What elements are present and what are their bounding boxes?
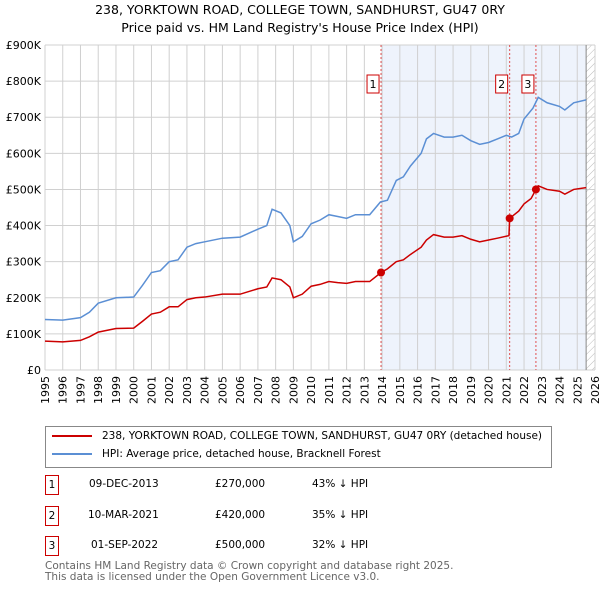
x-tick-label: 2007	[252, 376, 265, 404]
sale-label-box	[366, 74, 380, 94]
x-tick-label: 1996	[57, 376, 70, 404]
hpi-line	[44, 96, 587, 321]
x-tick-label: 2004	[199, 376, 212, 404]
sale-label-box	[521, 74, 535, 94]
x-tick-label: 2012	[341, 376, 354, 404]
x-tick-label: 2014	[376, 376, 389, 404]
x-tick-label: 2003	[181, 376, 194, 404]
y-tick-label: £0	[27, 364, 41, 377]
sale-marker-label: 3	[45, 536, 59, 556]
sale-date: 09-DEC-2013	[89, 478, 159, 490]
y-tick-label: £400K	[6, 220, 42, 233]
x-tick-label: 2019	[465, 376, 478, 404]
x-tick-label: 1997	[74, 376, 87, 404]
sale-label: 1	[370, 78, 377, 91]
sale-price: £420,000	[215, 509, 266, 521]
y-tick-label: £300K	[6, 256, 42, 269]
x-tick-label: 2024	[554, 376, 567, 404]
sale-label: 2	[498, 78, 505, 91]
sale-label-box	[495, 74, 509, 94]
x-tick-label: 1999	[110, 376, 123, 404]
legend-red-swatch	[52, 435, 92, 437]
x-tick-label: 2023	[536, 376, 549, 404]
property-price-line	[44, 184, 587, 343]
footer-copyright: Contains HM Land Registry data © Crown c…	[45, 560, 454, 572]
x-tick-label: 2006	[234, 376, 247, 404]
x-tick-label: 2017	[429, 376, 442, 404]
footer-licence: This data is licensed under the Open Gov…	[45, 571, 380, 583]
x-tick-label: 1995	[39, 376, 52, 404]
x-tick-label: 2001	[145, 376, 158, 404]
x-tick-label: 2010	[305, 376, 318, 404]
y-tick-label: £500K	[6, 183, 42, 196]
x-tick-label: 2020	[483, 376, 496, 404]
sale-hpi-diff: 35% ↓ HPI	[312, 509, 369, 521]
x-tick-label: 2022	[518, 376, 531, 404]
future-hatched-region	[586, 45, 595, 370]
x-tick-label: 2016	[412, 376, 425, 404]
legend-label-property: 238, YORKTOWN ROAD, COLLEGE TOWN, SANDHU…	[102, 430, 543, 442]
x-tick-label: 1998	[92, 376, 105, 404]
footer: Contains HM Land Registry data © Crown c…	[45, 561, 453, 583]
x-tick-label: 2011	[323, 376, 336, 404]
legend: 238, YORKTOWN ROAD, COLLEGE TOWN, SANDHU…	[45, 426, 552, 468]
sale-price: £500,000	[215, 539, 266, 551]
chart-title: 238, YORKTOWN ROAD, COLLEGE TOWN, SANDHU…	[95, 2, 505, 17]
shaded-region	[381, 45, 587, 370]
legend-blue-swatch	[52, 453, 92, 455]
sale-price: £270,000	[215, 478, 266, 490]
x-tick-label: 2026	[589, 376, 600, 404]
x-tick-label: 2015	[394, 376, 407, 404]
x-tick-label: 2009	[287, 376, 300, 404]
x-tick-label: 2025	[571, 376, 584, 404]
y-tick-label: £200K	[6, 292, 42, 305]
sale-date: 10-MAR-2021	[88, 509, 159, 521]
x-tick-label: 2008	[270, 376, 283, 404]
x-tick-label: 2018	[447, 376, 460, 404]
sale-hpi-diff: 43% ↓ HPI	[312, 478, 369, 490]
x-tick-label: 2005	[216, 376, 229, 404]
x-tick-label: 2021	[500, 376, 513, 404]
y-tick-label: £700K	[6, 111, 42, 124]
sale-marker-label: 2	[45, 506, 59, 526]
y-tick-label: £800K	[6, 75, 42, 88]
legend-label-hpi: HPI: Average price, detached house, Brac…	[102, 448, 381, 460]
chart-subtitle: Price paid vs. HM Land Registry's House …	[121, 20, 479, 35]
sale-point	[377, 268, 386, 277]
y-tick-label: £100K	[6, 328, 42, 341]
x-tick-label: 2000	[128, 376, 141, 404]
sale-marker-label: 1	[45, 475, 59, 495]
sale-point	[505, 214, 514, 223]
sale-hpi-diff: 32% ↓ HPI	[312, 539, 369, 551]
y-tick-label: £900K	[6, 39, 42, 52]
x-tick-label: 2002	[163, 376, 176, 404]
sale-label: 3	[524, 78, 531, 91]
sale-date: 01-SEP-2022	[91, 539, 159, 551]
price-chart: 1995 1996 1997 1998 1999 2000 2001 2002 2003 2004…	[6, 39, 600, 404]
sale-point	[531, 185, 540, 194]
x-tick-label: 2013	[358, 376, 371, 404]
y-tick-label: £600K	[6, 147, 42, 160]
